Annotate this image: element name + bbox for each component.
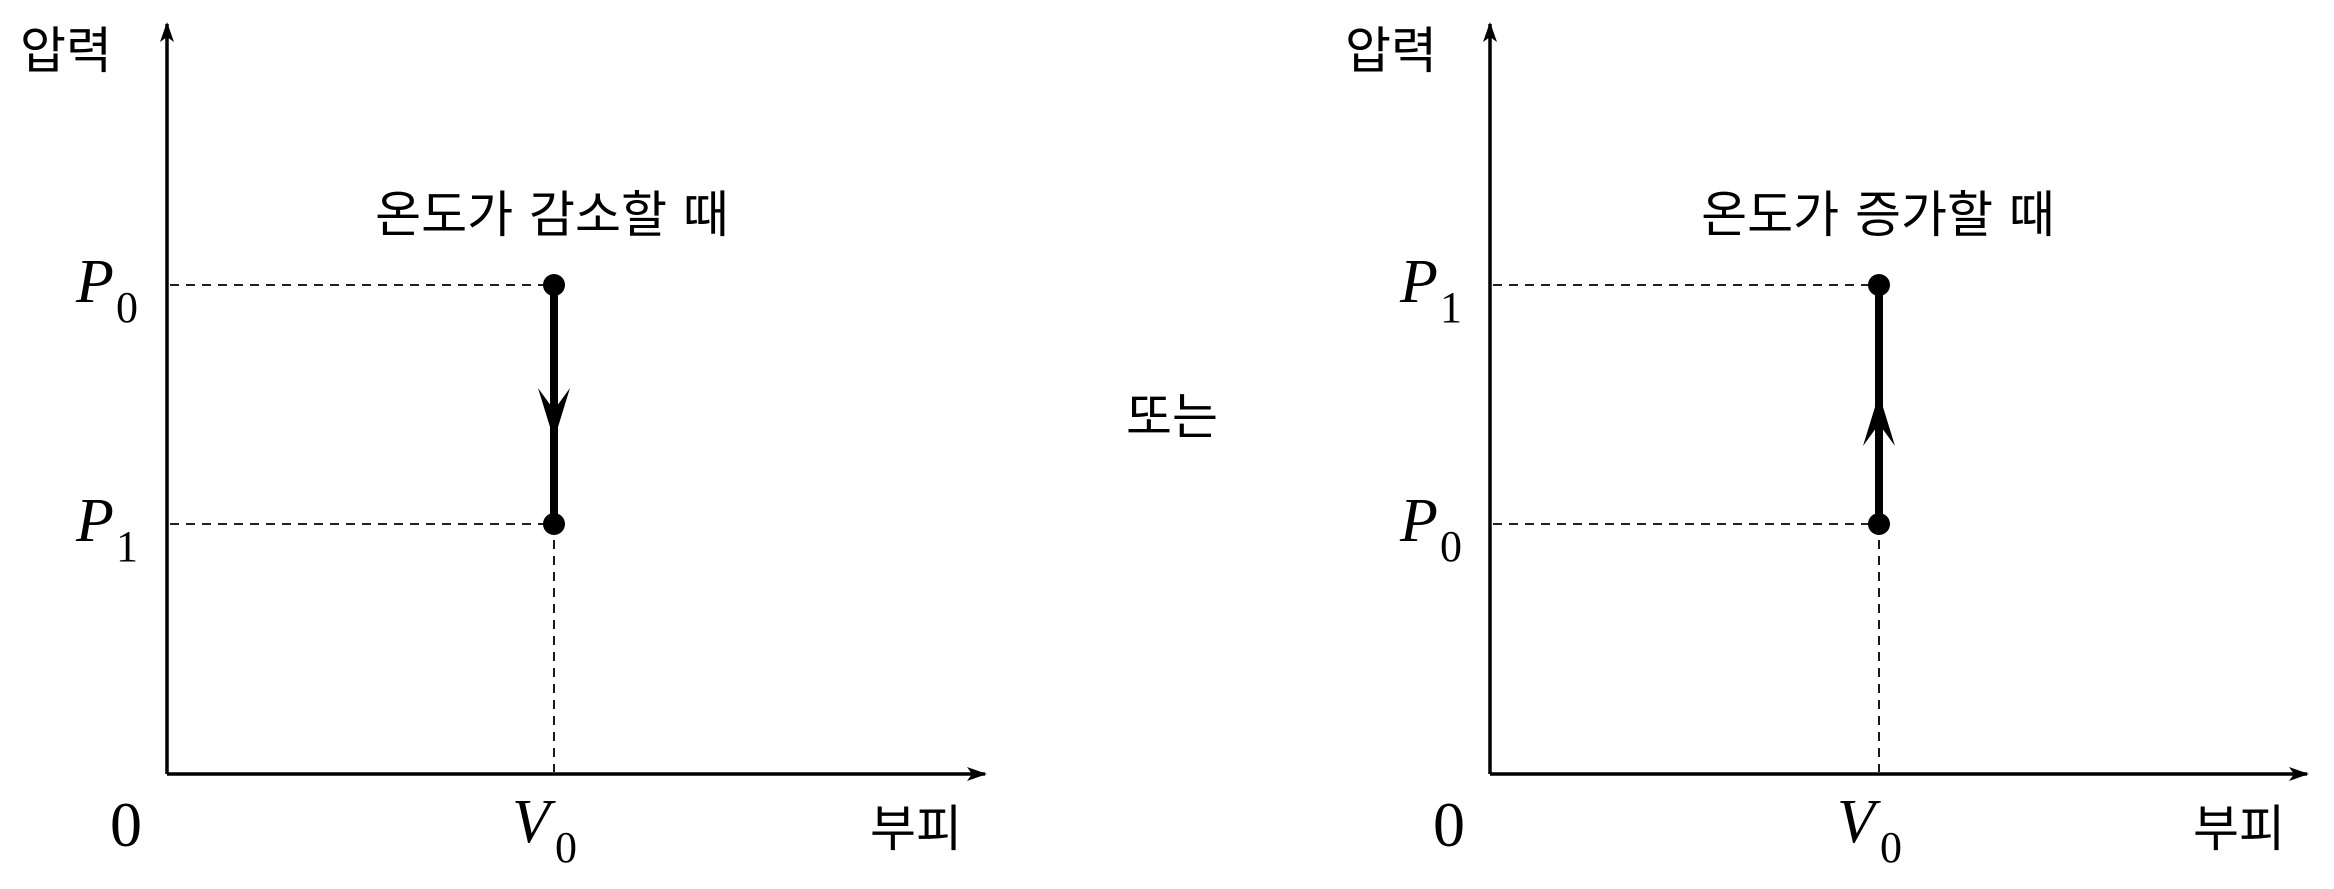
svg-text:P: P (75, 487, 114, 555)
svg-text:P: P (1399, 487, 1438, 555)
y-axis-label: 압력 (1345, 22, 1437, 80)
state-point-final (543, 513, 565, 535)
state-point-initial (1868, 513, 1890, 535)
arrow-down-icon (538, 388, 570, 440)
svg-text:1: 1 (116, 522, 138, 571)
y-tick-lower: P 0 (1399, 487, 1462, 571)
svg-text:0: 0 (116, 283, 138, 332)
svg-text:1: 1 (1440, 283, 1462, 332)
diagram-temperature-decrease: 압력 부피 0 온도가 감소할 때 P 0 P 1 V 0 (20, 22, 987, 872)
origin-label: 0 (110, 789, 142, 860)
y-tick-upper: P 0 (75, 248, 138, 332)
x-axis-label: 부피 (2193, 800, 2285, 858)
x-tick-v0: V 0 (512, 788, 577, 872)
svg-text:0: 0 (1440, 522, 1462, 571)
diagram-title: 온도가 감소할 때 (375, 186, 729, 244)
y-axis-label: 압력 (20, 22, 112, 80)
svg-text:P: P (1399, 248, 1438, 316)
y-tick-upper: P 1 (1399, 248, 1462, 332)
diagram-title: 온도가 증가할 때 (1701, 186, 2055, 244)
svg-text:P: P (75, 248, 114, 316)
arrow-up-icon (1863, 394, 1895, 446)
origin-label: 0 (1433, 789, 1465, 860)
x-tick-v0: V 0 (1837, 788, 1902, 872)
svg-text:V: V (1837, 788, 1881, 856)
svg-text:V: V (512, 788, 556, 856)
state-point-initial (543, 274, 565, 296)
state-point-final (1868, 274, 1890, 296)
connector-text: 또는 (1126, 388, 1218, 446)
diagram-temperature-increase: 압력 부피 0 온도가 증가할 때 P 1 P 0 V 0 (1345, 22, 2309, 872)
y-tick-lower: P 1 (75, 487, 138, 571)
x-axis-label: 부피 (870, 800, 962, 858)
svg-text:0: 0 (555, 823, 577, 872)
svg-text:0: 0 (1880, 823, 1902, 872)
